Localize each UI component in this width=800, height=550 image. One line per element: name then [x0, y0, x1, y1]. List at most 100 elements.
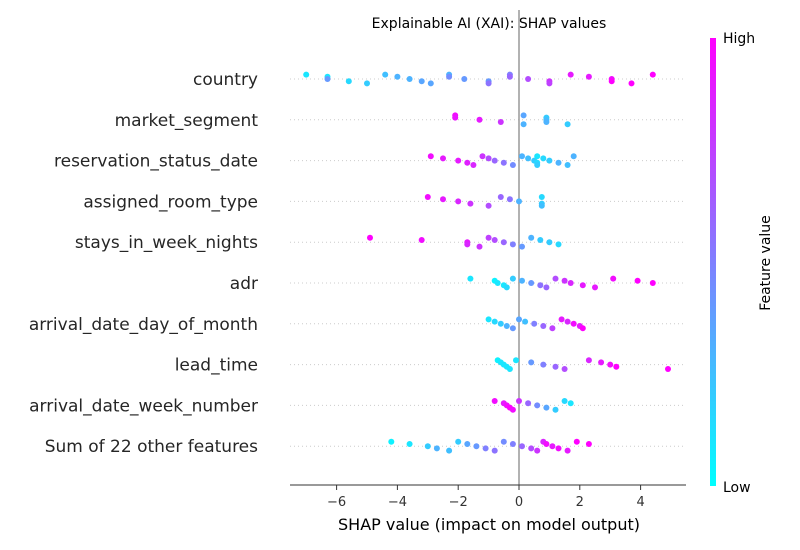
x-tick-label: −4 — [388, 495, 407, 510]
shap-point — [592, 284, 598, 291]
shap-point — [538, 194, 545, 200]
shap-point — [552, 275, 559, 282]
colorbar-low-label: Low — [723, 480, 751, 496]
shap-point — [546, 239, 553, 246]
feature-label: adr — [230, 274, 258, 294]
shap-point — [503, 323, 510, 329]
shap-point — [567, 71, 574, 78]
shap-point — [455, 438, 462, 445]
shap-point — [519, 443, 525, 450]
shap-point — [324, 76, 331, 82]
shap-point — [427, 153, 434, 160]
shap-point — [520, 112, 527, 119]
shap-point — [467, 275, 474, 282]
shap-point — [473, 443, 480, 450]
shap-point — [482, 445, 489, 452]
shap-point — [513, 357, 519, 364]
shap-point — [497, 320, 504, 327]
shap-point — [433, 445, 440, 452]
shap-point — [538, 202, 545, 209]
feature-label: arrival_date_week_number — [29, 396, 258, 416]
feature-label: Sum of 22 other features — [45, 437, 258, 457]
shap-point — [506, 73, 513, 80]
shap-point — [455, 157, 462, 164]
shap-point — [564, 447, 571, 454]
shap-point — [555, 159, 562, 166]
shap-point — [461, 76, 468, 82]
shap-point — [479, 153, 486, 160]
shap-point — [506, 366, 513, 372]
shap-point — [364, 80, 370, 87]
shap-point — [418, 237, 425, 243]
shap-point — [509, 325, 516, 332]
shap-point — [534, 402, 541, 409]
shap-point — [607, 361, 614, 368]
colorbar-high-label: High — [723, 31, 755, 47]
shap-point — [608, 78, 615, 85]
shap-point — [509, 275, 516, 282]
shap-point — [491, 318, 498, 325]
shap-point — [570, 153, 577, 160]
shap-point — [464, 441, 471, 447]
x-ticks: −6 −4 −2 0 2 4 — [327, 485, 645, 510]
shap-point — [367, 234, 373, 241]
shap-point — [634, 277, 641, 284]
shap-point — [649, 280, 656, 286]
shap-point — [585, 441, 592, 447]
shap-point — [552, 363, 559, 370]
feature-label: assigned_room_type — [83, 192, 258, 212]
shap-point — [543, 404, 550, 411]
x-tick-label: −6 — [327, 495, 346, 510]
shap-point — [564, 162, 571, 168]
shap-point — [665, 366, 671, 372]
shap-point — [455, 198, 462, 205]
shap-point — [476, 116, 483, 123]
shap-point — [579, 282, 586, 289]
shap-point — [406, 441, 413, 447]
shap-point — [540, 155, 547, 162]
shap-point — [528, 234, 535, 241]
shap-point — [579, 325, 586, 332]
colorbar-label: Feature value — [758, 215, 774, 311]
shap-point — [303, 71, 310, 78]
shap-point — [497, 194, 504, 200]
x-axis-label: SHAP value (impact on model output) — [338, 515, 640, 534]
shap-point — [549, 325, 556, 332]
shap-point — [534, 153, 541, 160]
shap-point — [564, 121, 571, 128]
shap-point — [520, 121, 527, 128]
shap-point — [406, 76, 413, 82]
shap-point — [424, 443, 431, 450]
shap-point — [503, 284, 510, 291]
feature-label: lead_time — [175, 356, 258, 376]
shap-point — [567, 400, 574, 407]
shap-point — [491, 157, 498, 164]
shap-point — [345, 78, 352, 85]
shap-point — [540, 323, 547, 329]
shap-point — [440, 155, 446, 162]
feature-label: reservation_status_date — [54, 152, 258, 172]
shap-point — [558, 316, 565, 323]
shap-point — [543, 441, 550, 447]
shap-point — [537, 282, 544, 289]
shap-point — [525, 400, 532, 407]
shap-point — [491, 237, 498, 243]
shap-point — [522, 318, 529, 325]
shap-point — [585, 73, 592, 80]
shap-point — [516, 198, 522, 205]
shap-point — [500, 438, 507, 445]
x-tick-label: 4 — [636, 495, 644, 510]
shap-point — [497, 119, 504, 125]
shap-point — [552, 406, 559, 413]
shap-point — [476, 243, 483, 250]
shap-point — [585, 357, 592, 364]
shap-point — [540, 361, 547, 368]
shap-point — [546, 80, 553, 87]
shap-point — [388, 438, 395, 445]
shap-point — [446, 447, 453, 454]
shap-point — [485, 80, 492, 87]
shap-point — [467, 200, 474, 207]
shap-point — [394, 73, 401, 80]
x-tick-label: −2 — [449, 495, 468, 510]
shap-point — [464, 241, 471, 248]
